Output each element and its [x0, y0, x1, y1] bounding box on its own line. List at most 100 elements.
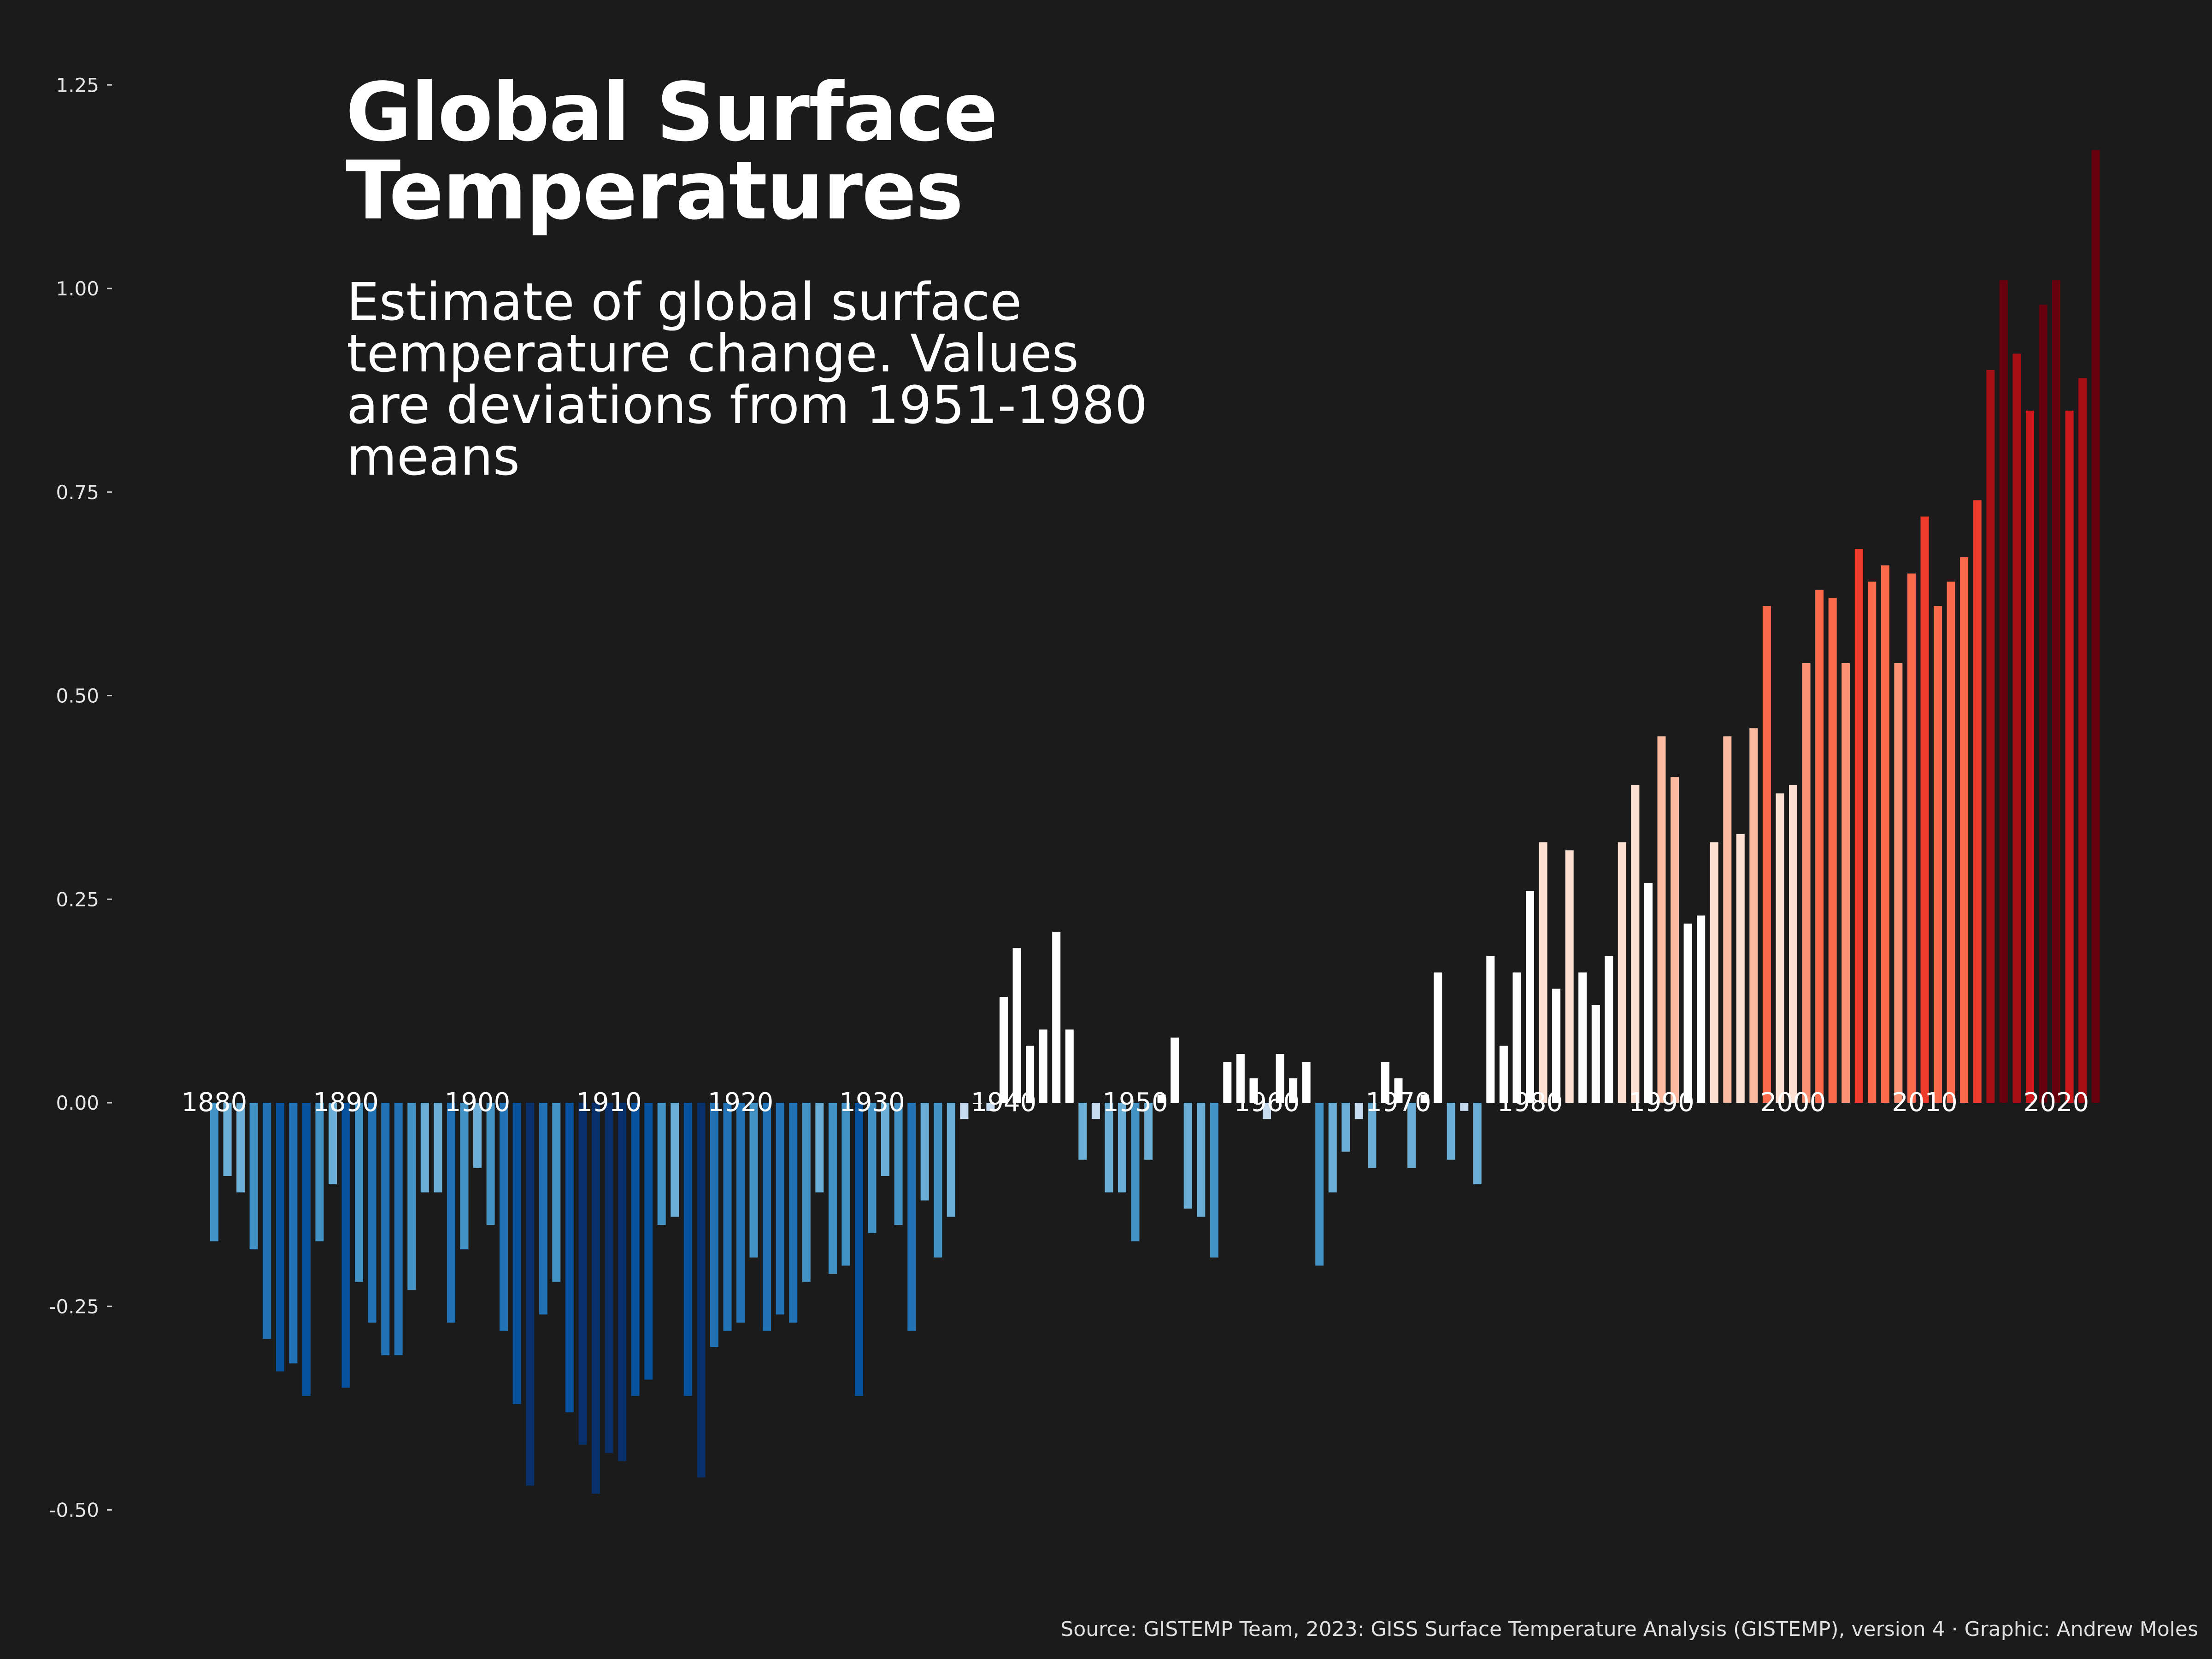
bar-2018	[2025, 411, 2034, 1103]
bar-1959	[1249, 1078, 1258, 1103]
bar-1986	[1605, 956, 1613, 1103]
bar-1894	[394, 1103, 403, 1355]
bar-1993	[1697, 915, 1706, 1103]
bar-1954	[1183, 1103, 1192, 1209]
bar-1896	[420, 1103, 429, 1193]
bar-1919	[723, 1103, 732, 1331]
bar-1956	[1210, 1103, 1218, 1258]
bar-2007	[1881, 565, 1889, 1103]
bar-1917	[697, 1103, 706, 1477]
bar-1951	[1144, 1103, 1153, 1160]
bar-1941	[1012, 948, 1021, 1103]
x-axis-tick-label: 1950	[1102, 1088, 1168, 1118]
bar-1989	[1644, 882, 1653, 1103]
y-axis-tick-label: 0.75	[56, 481, 99, 504]
bar-1988	[1631, 785, 1640, 1103]
bar-1977	[1486, 956, 1495, 1103]
bar-1901	[486, 1103, 495, 1225]
chart-title: Global Surface Temperatures	[346, 66, 998, 238]
bar-1987	[1618, 842, 1626, 1103]
bar-2002	[1815, 589, 1824, 1103]
bar-1924	[789, 1103, 798, 1323]
bar-1942	[1026, 1046, 1035, 1103]
x-axis-tick-label: 2010	[1892, 1088, 1958, 1118]
bar-1946	[1078, 1103, 1087, 1160]
bar-1948	[1105, 1103, 1113, 1193]
bar-1999	[1776, 793, 1784, 1103]
bar-2009	[1907, 573, 1916, 1103]
bar-1957	[1223, 1062, 1232, 1103]
x-axis-tick-label: 1960	[1234, 1088, 1300, 1118]
bar-1972	[1420, 1094, 1429, 1103]
bar-1952	[1157, 1094, 1166, 1103]
bar-series	[210, 150, 2100, 1494]
bar-2019	[2039, 305, 2047, 1103]
bar-1912	[631, 1103, 640, 1396]
bar-1885	[276, 1103, 284, 1372]
bar-2011	[1934, 606, 1942, 1103]
x-axis-tick-label: 2020	[2024, 1088, 2089, 1118]
bar-1996	[1736, 834, 1745, 1103]
bar-1947	[1091, 1103, 1100, 1119]
bar-1979	[1512, 972, 1521, 1103]
x-axis-tick-label: 1970	[1365, 1088, 1431, 1118]
bar-1982	[1552, 988, 1561, 1103]
bar-1889	[329, 1103, 337, 1184]
bar-1945	[1065, 1030, 1074, 1103]
bar-1971	[1407, 1103, 1416, 1168]
bar-1905	[539, 1103, 547, 1315]
bar-1962	[1289, 1078, 1298, 1103]
bar-1900	[473, 1103, 482, 1168]
bar-1939	[986, 1103, 995, 1111]
bar-1970	[1394, 1078, 1403, 1103]
bar-1978	[1499, 1046, 1508, 1103]
chart-subtitle: Estimate of global surface temperature c…	[347, 272, 1147, 487]
bar-1953	[1171, 1037, 1179, 1103]
bar-1994	[1710, 842, 1718, 1103]
bar-1955	[1197, 1103, 1206, 1217]
bar-1933	[907, 1103, 916, 1331]
bar-1934	[920, 1103, 929, 1200]
bar-1967	[1354, 1103, 1363, 1119]
bar-1881	[223, 1103, 232, 1176]
x-axis-tick-label: 1980	[1497, 1088, 1563, 1118]
bar-1997	[1749, 728, 1758, 1103]
bar-1973	[1434, 972, 1442, 1103]
bar-1998	[1762, 606, 1771, 1103]
bar-1906	[552, 1103, 561, 1282]
bar-1918	[710, 1103, 718, 1347]
bar-1903	[512, 1103, 521, 1404]
bar-1980	[1526, 891, 1534, 1103]
bar-1990	[1657, 736, 1666, 1103]
bar-1991	[1671, 777, 1679, 1103]
bar-1984	[1578, 972, 1587, 1103]
x-axis-tick-labels: 1880 1890 1900 1910 1920 1930 1940 1950 1960 1970…	[182, 1088, 2089, 1118]
bar-2006	[1868, 582, 1877, 1103]
bar-1911	[618, 1103, 627, 1461]
bar-1880	[210, 1103, 218, 1241]
bar-1916	[683, 1103, 692, 1396]
bar-1910	[605, 1103, 613, 1453]
bar-1931	[881, 1103, 889, 1176]
x-axis-tick-label: 1900	[445, 1088, 511, 1118]
bar-1960	[1263, 1103, 1271, 1119]
bar-1969	[1381, 1062, 1389, 1103]
bar-2020	[2052, 280, 2060, 1103]
bar-1893	[381, 1103, 390, 1355]
bar-1935	[934, 1103, 942, 1258]
bar-1965	[1328, 1103, 1337, 1193]
bar-1925	[802, 1103, 811, 1282]
bar-1964	[1315, 1103, 1324, 1266]
bar-1963	[1302, 1062, 1311, 1103]
bar-1950	[1131, 1103, 1140, 1241]
bar-2015	[1986, 370, 1995, 1103]
y-axis-tick-label: -0.50	[49, 1499, 99, 1522]
bar-1937	[960, 1103, 969, 1119]
x-axis-tick-label: 1940	[971, 1088, 1037, 1118]
y-axis-tick-label: 0.25	[56, 888, 99, 911]
bar-1904	[526, 1103, 535, 1486]
bar-1883	[249, 1103, 258, 1250]
bar-1887	[302, 1103, 311, 1396]
